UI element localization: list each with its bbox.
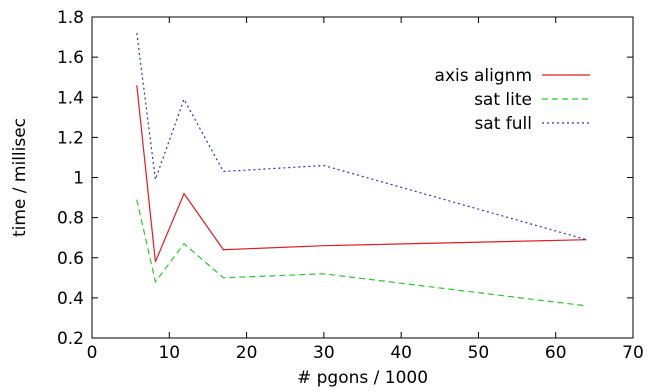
legend-label: sat full	[474, 114, 532, 134]
y-tick-label: 1.8	[57, 8, 84, 28]
y-tick-label: 1.6	[57, 48, 84, 68]
y-tick-label: 1	[73, 169, 84, 189]
y-tick-label: 1.2	[57, 128, 84, 148]
x-tick-label: 30	[313, 343, 335, 363]
y-tick-label: 0.4	[57, 289, 84, 309]
x-tick-label: 70	[622, 343, 644, 363]
series-line-2	[136, 199, 587, 307]
series-line-3	[136, 33, 587, 241]
x-tick-label: 50	[468, 343, 490, 363]
legend: axis alignm sat lite sat full	[435, 66, 590, 134]
legend-label: axis alignm	[435, 66, 532, 86]
x-tick-label: 10	[158, 343, 180, 363]
x-tick-label: 40	[390, 343, 412, 363]
y-tick-label: 1.4	[57, 88, 84, 108]
plot-frame	[91, 16, 634, 339]
ticks-layer: 0 10 20 30 40 50 60 70 0.2 0.4 0.6 0.8 1 1.2 1.4 1.6 1.8	[57, 8, 644, 363]
y-tick-label: 0.6	[57, 249, 84, 269]
x-tick-label: 20	[236, 343, 258, 363]
x-axis-label: # pgons / 1000	[297, 368, 428, 388]
series-line-1	[136, 85, 587, 263]
legend-label: sat lite	[474, 90, 532, 110]
y-tick-label: 0.8	[57, 209, 84, 229]
y-axis-label: time / millisec	[10, 118, 30, 237]
x-tick-label: 0	[87, 343, 98, 363]
y-tick-label: 0.2	[57, 329, 84, 349]
series-layer	[136, 33, 587, 307]
x-tick-label: 60	[545, 343, 567, 363]
